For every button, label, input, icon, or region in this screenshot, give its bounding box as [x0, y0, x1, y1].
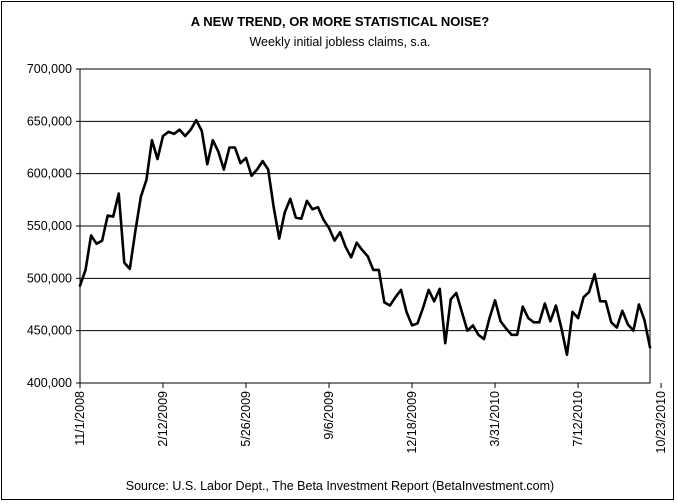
y-tick-label-0: 700,000 — [27, 62, 72, 76]
y-tick-label-5: 450,000 — [27, 324, 72, 338]
y-tick-label-3: 550,000 — [27, 219, 72, 233]
series-line-jobless-claims — [78, 118, 652, 357]
y-axis-tick-labels: 700,000 650,000 600,000 550,000 500,000 450,0… — [27, 62, 80, 390]
x-tick-label-6: 7/12/2010 — [571, 391, 585, 447]
x-tick-label-3: 9/6/2009 — [322, 391, 336, 440]
y-tick-label-4: 500,000 — [27, 271, 72, 285]
x-tick-label-4: 12/18/2009 — [405, 391, 419, 454]
gridlines — [80, 120, 650, 332]
source-note: Source: U.S. Labor Dept., The Beta Inves… — [126, 479, 554, 493]
x-tick-label-2: 5/26/2009 — [239, 391, 253, 447]
x-tick-label-7: 10/23/2010 — [654, 391, 668, 454]
y-tick-label-1: 650,000 — [27, 114, 72, 128]
y-tick-label-6: 400,000 — [27, 376, 72, 390]
y-tick-label-2: 600,000 — [27, 167, 72, 181]
x-tick-label-1: 2/12/2009 — [156, 391, 170, 447]
x-tick-label-5: 3/31/2010 — [488, 391, 502, 447]
chart-title: A NEW TREND, OR MORE STATISTICAL NOISE? — [191, 14, 490, 29]
x-axis-tick-labels: 11/1/2008 2/12/2009 5/26/2009 9/6/2009 12/18… — [73, 383, 668, 454]
plot-area-border — [79, 68, 651, 384]
x-tick-label-0: 11/1/2008 — [73, 391, 87, 446]
chart-subtitle: Weekly initial jobless claims, s.a. — [249, 35, 430, 49]
